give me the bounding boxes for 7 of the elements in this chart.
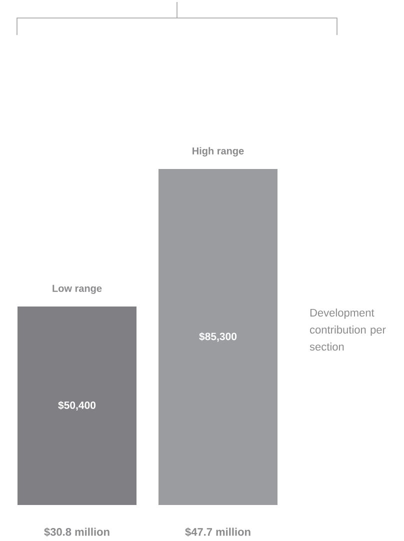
x-tick-label: Low range [52,284,102,294]
x-tick-label: High range [192,147,244,156]
annotation: $47.7 million [185,528,250,537]
data-label: $50,400 [58,401,96,410]
data-label: $85,300 [199,332,237,342]
annotation: $30.8 million [44,528,110,537]
text: Development contribution per section [310,308,386,351]
